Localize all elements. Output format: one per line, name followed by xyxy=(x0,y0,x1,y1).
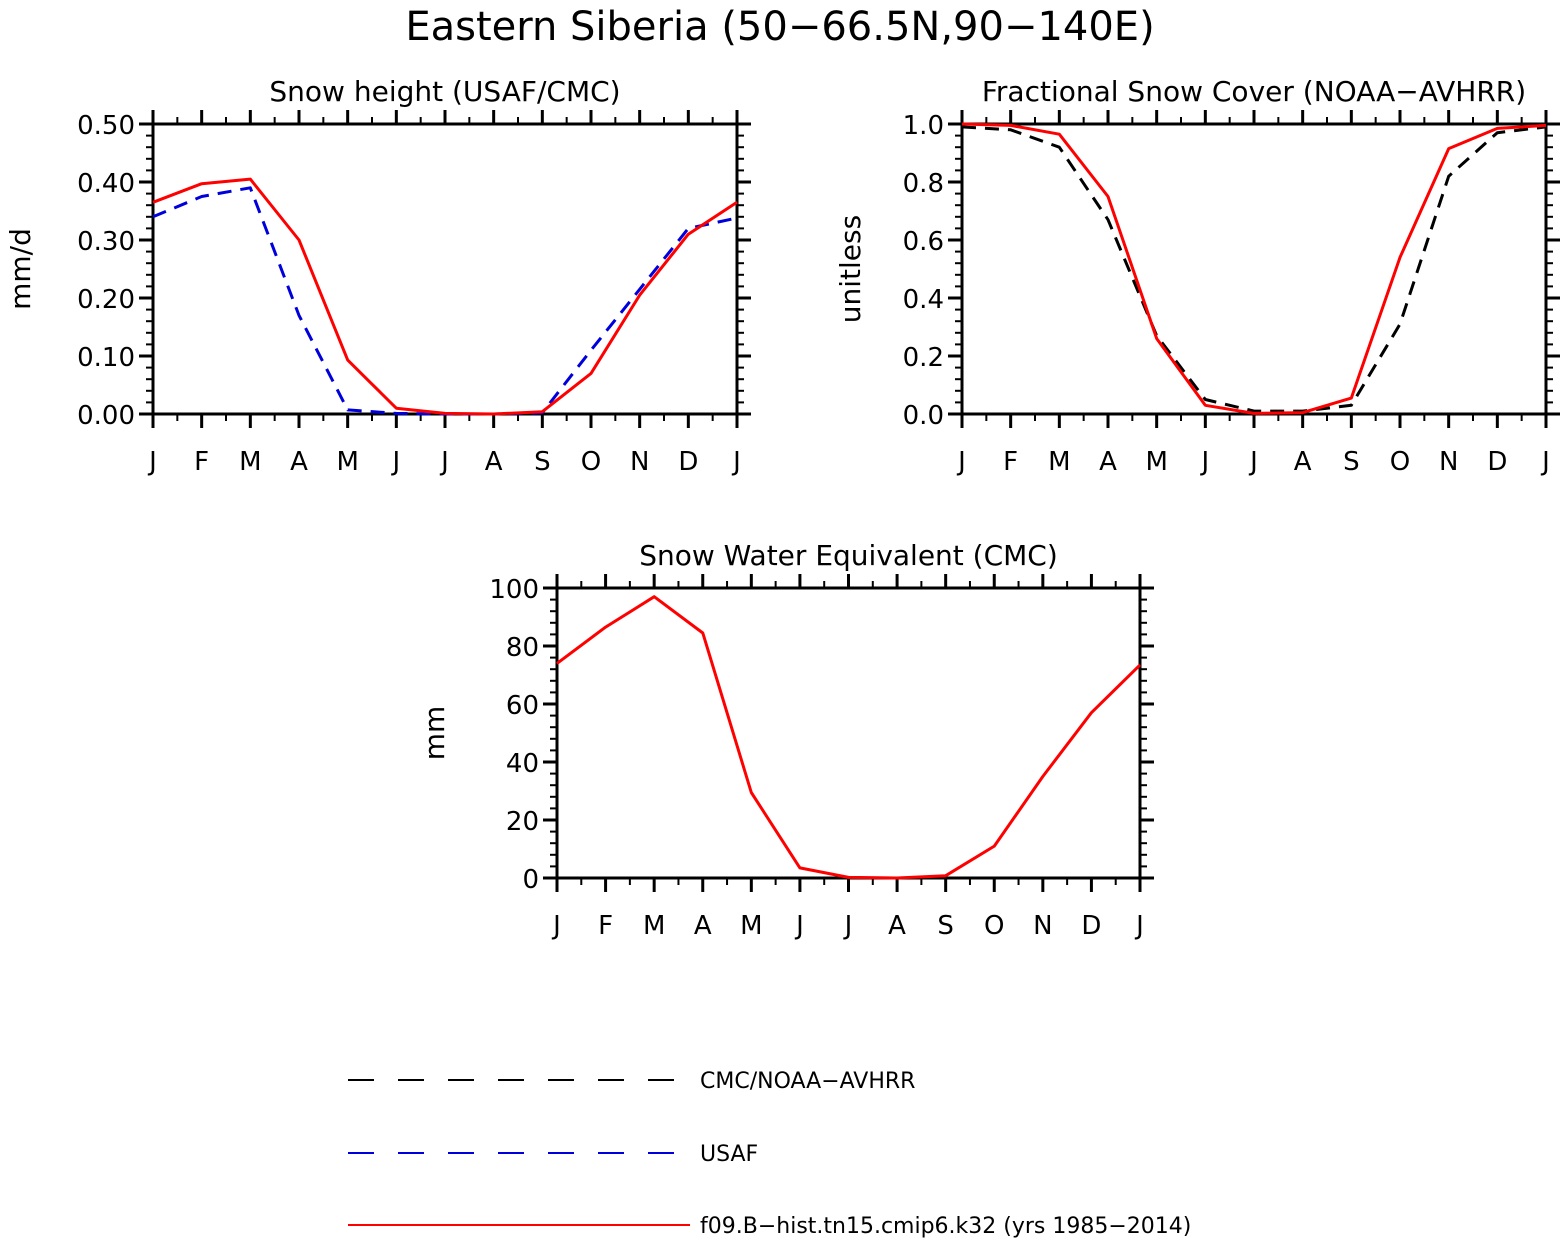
x-tick-label: J xyxy=(956,447,966,477)
y-tick-label: 0.8 xyxy=(903,169,944,199)
x-tick-label: N xyxy=(1033,911,1052,941)
x-tick-label: J xyxy=(1199,447,1209,477)
y-tick-label: 0.2 xyxy=(903,343,944,373)
y-tick-label: 0.30 xyxy=(77,227,135,257)
y-axis-label: mm/d xyxy=(4,228,37,310)
x-tick-label: N xyxy=(630,447,649,477)
y-tick-label: 0 xyxy=(522,865,539,895)
x-tick-label: S xyxy=(534,447,551,477)
x-tick-label: J xyxy=(1540,447,1550,477)
figure-title: Eastern Siberia (50−66.5N,90−140E) xyxy=(405,4,1154,50)
x-tick-label: O xyxy=(1390,447,1410,477)
y-tick-label: 0.10 xyxy=(77,343,135,373)
y-tick-label: 0.50 xyxy=(77,111,135,141)
x-tick-label: A xyxy=(290,447,308,477)
x-tick-label: F xyxy=(1003,447,1018,477)
x-tick-label: J xyxy=(794,911,804,941)
panel-title: Snow height (USAF/CMC) xyxy=(269,75,620,108)
y-tick-label: 0.20 xyxy=(77,285,135,315)
panel-snow-height: Snow height (USAF/CMC)mm/dJ F M A M J J A S O N D J0… xyxy=(4,75,751,477)
x-tick-label: J xyxy=(551,911,561,941)
x-tick-label: M xyxy=(643,911,665,941)
x-tick-label: N xyxy=(1439,447,1458,477)
panel-snow-water-equivalent: Snow Water Equivalent (CMC)mmJ F M A M J J A S O N… xyxy=(418,539,1154,941)
series-line-model xyxy=(152,177,738,416)
x-tick-label: F xyxy=(194,447,209,477)
y-tick-label: 80 xyxy=(506,633,539,663)
legend-label-model: f09.B−hist.tn15.cmip6.k32 (yrs 1985−2014… xyxy=(700,1214,1191,1238)
series-line-obs xyxy=(961,125,1547,413)
y-tick-label: 0.6 xyxy=(903,227,944,257)
x-tick-label: D xyxy=(1487,447,1507,477)
x-tick-label: A xyxy=(1294,447,1312,477)
x-tick-label: J xyxy=(731,447,741,477)
panel-fractional-snow-cover: Fractional Snow Cover (NOAA−AVHRR) unitle… xyxy=(834,75,1560,477)
plot-frame xyxy=(151,122,739,416)
x-tick-label: J xyxy=(390,447,400,477)
x-tick-label: A xyxy=(888,911,906,941)
plot-frame xyxy=(555,586,1142,880)
x-tick-label: M xyxy=(336,447,358,477)
x-tick-label: J xyxy=(439,447,449,477)
y-tick-label: 100 xyxy=(489,575,539,605)
y-tick-label: 20 xyxy=(506,807,539,837)
x-tick-label: M xyxy=(239,447,261,477)
x-tick-label: A xyxy=(485,447,503,477)
x-tick-label: F xyxy=(598,911,613,941)
x-tick-label: A xyxy=(694,911,712,941)
y-axis-label: mm xyxy=(418,706,451,761)
x-tick-label: S xyxy=(937,911,954,941)
plot-frame xyxy=(960,122,1548,416)
series-line-model xyxy=(556,595,1142,880)
legend: CMC/NOAA−AVHRR USAF f09.B−hist.tn15.cmip6.… xyxy=(348,1069,1191,1238)
x-tick-label: J xyxy=(1134,911,1144,941)
legend-label-obs: CMC/NOAA−AVHRR xyxy=(700,1069,915,1094)
panel-title: Snow Water Equivalent (CMC) xyxy=(639,539,1058,572)
x-tick-label: J xyxy=(1248,447,1258,477)
y-tick-label: 60 xyxy=(506,691,539,721)
x-tick-label: S xyxy=(1343,447,1360,477)
series-line-usaf xyxy=(152,186,738,416)
x-tick-label: M xyxy=(740,911,762,941)
y-axis-label: unitless xyxy=(834,215,867,323)
panel-title: Fractional Snow Cover (NOAA−AVHRR) xyxy=(982,75,1526,108)
x-tick-label: M xyxy=(1145,447,1167,477)
y-tick-label: 40 xyxy=(506,749,539,779)
series-line-model xyxy=(961,122,1547,415)
x-tick-label: D xyxy=(1081,911,1101,941)
x-tick-label: A xyxy=(1099,447,1117,477)
y-tick-label: 0.0 xyxy=(903,401,944,431)
x-tick-label: O xyxy=(581,447,601,477)
y-tick-label: 0.00 xyxy=(77,401,135,431)
x-tick-label: O xyxy=(984,911,1004,941)
x-tick-label: D xyxy=(678,447,698,477)
x-tick-label: M xyxy=(1048,447,1070,477)
y-tick-label: 0.4 xyxy=(903,285,944,315)
legend-label-usaf: USAF xyxy=(700,1142,758,1167)
y-tick-label: 1.0 xyxy=(903,111,944,141)
x-tick-label: J xyxy=(843,911,853,941)
y-tick-label: 0.40 xyxy=(77,169,135,199)
x-tick-label: J xyxy=(147,447,157,477)
